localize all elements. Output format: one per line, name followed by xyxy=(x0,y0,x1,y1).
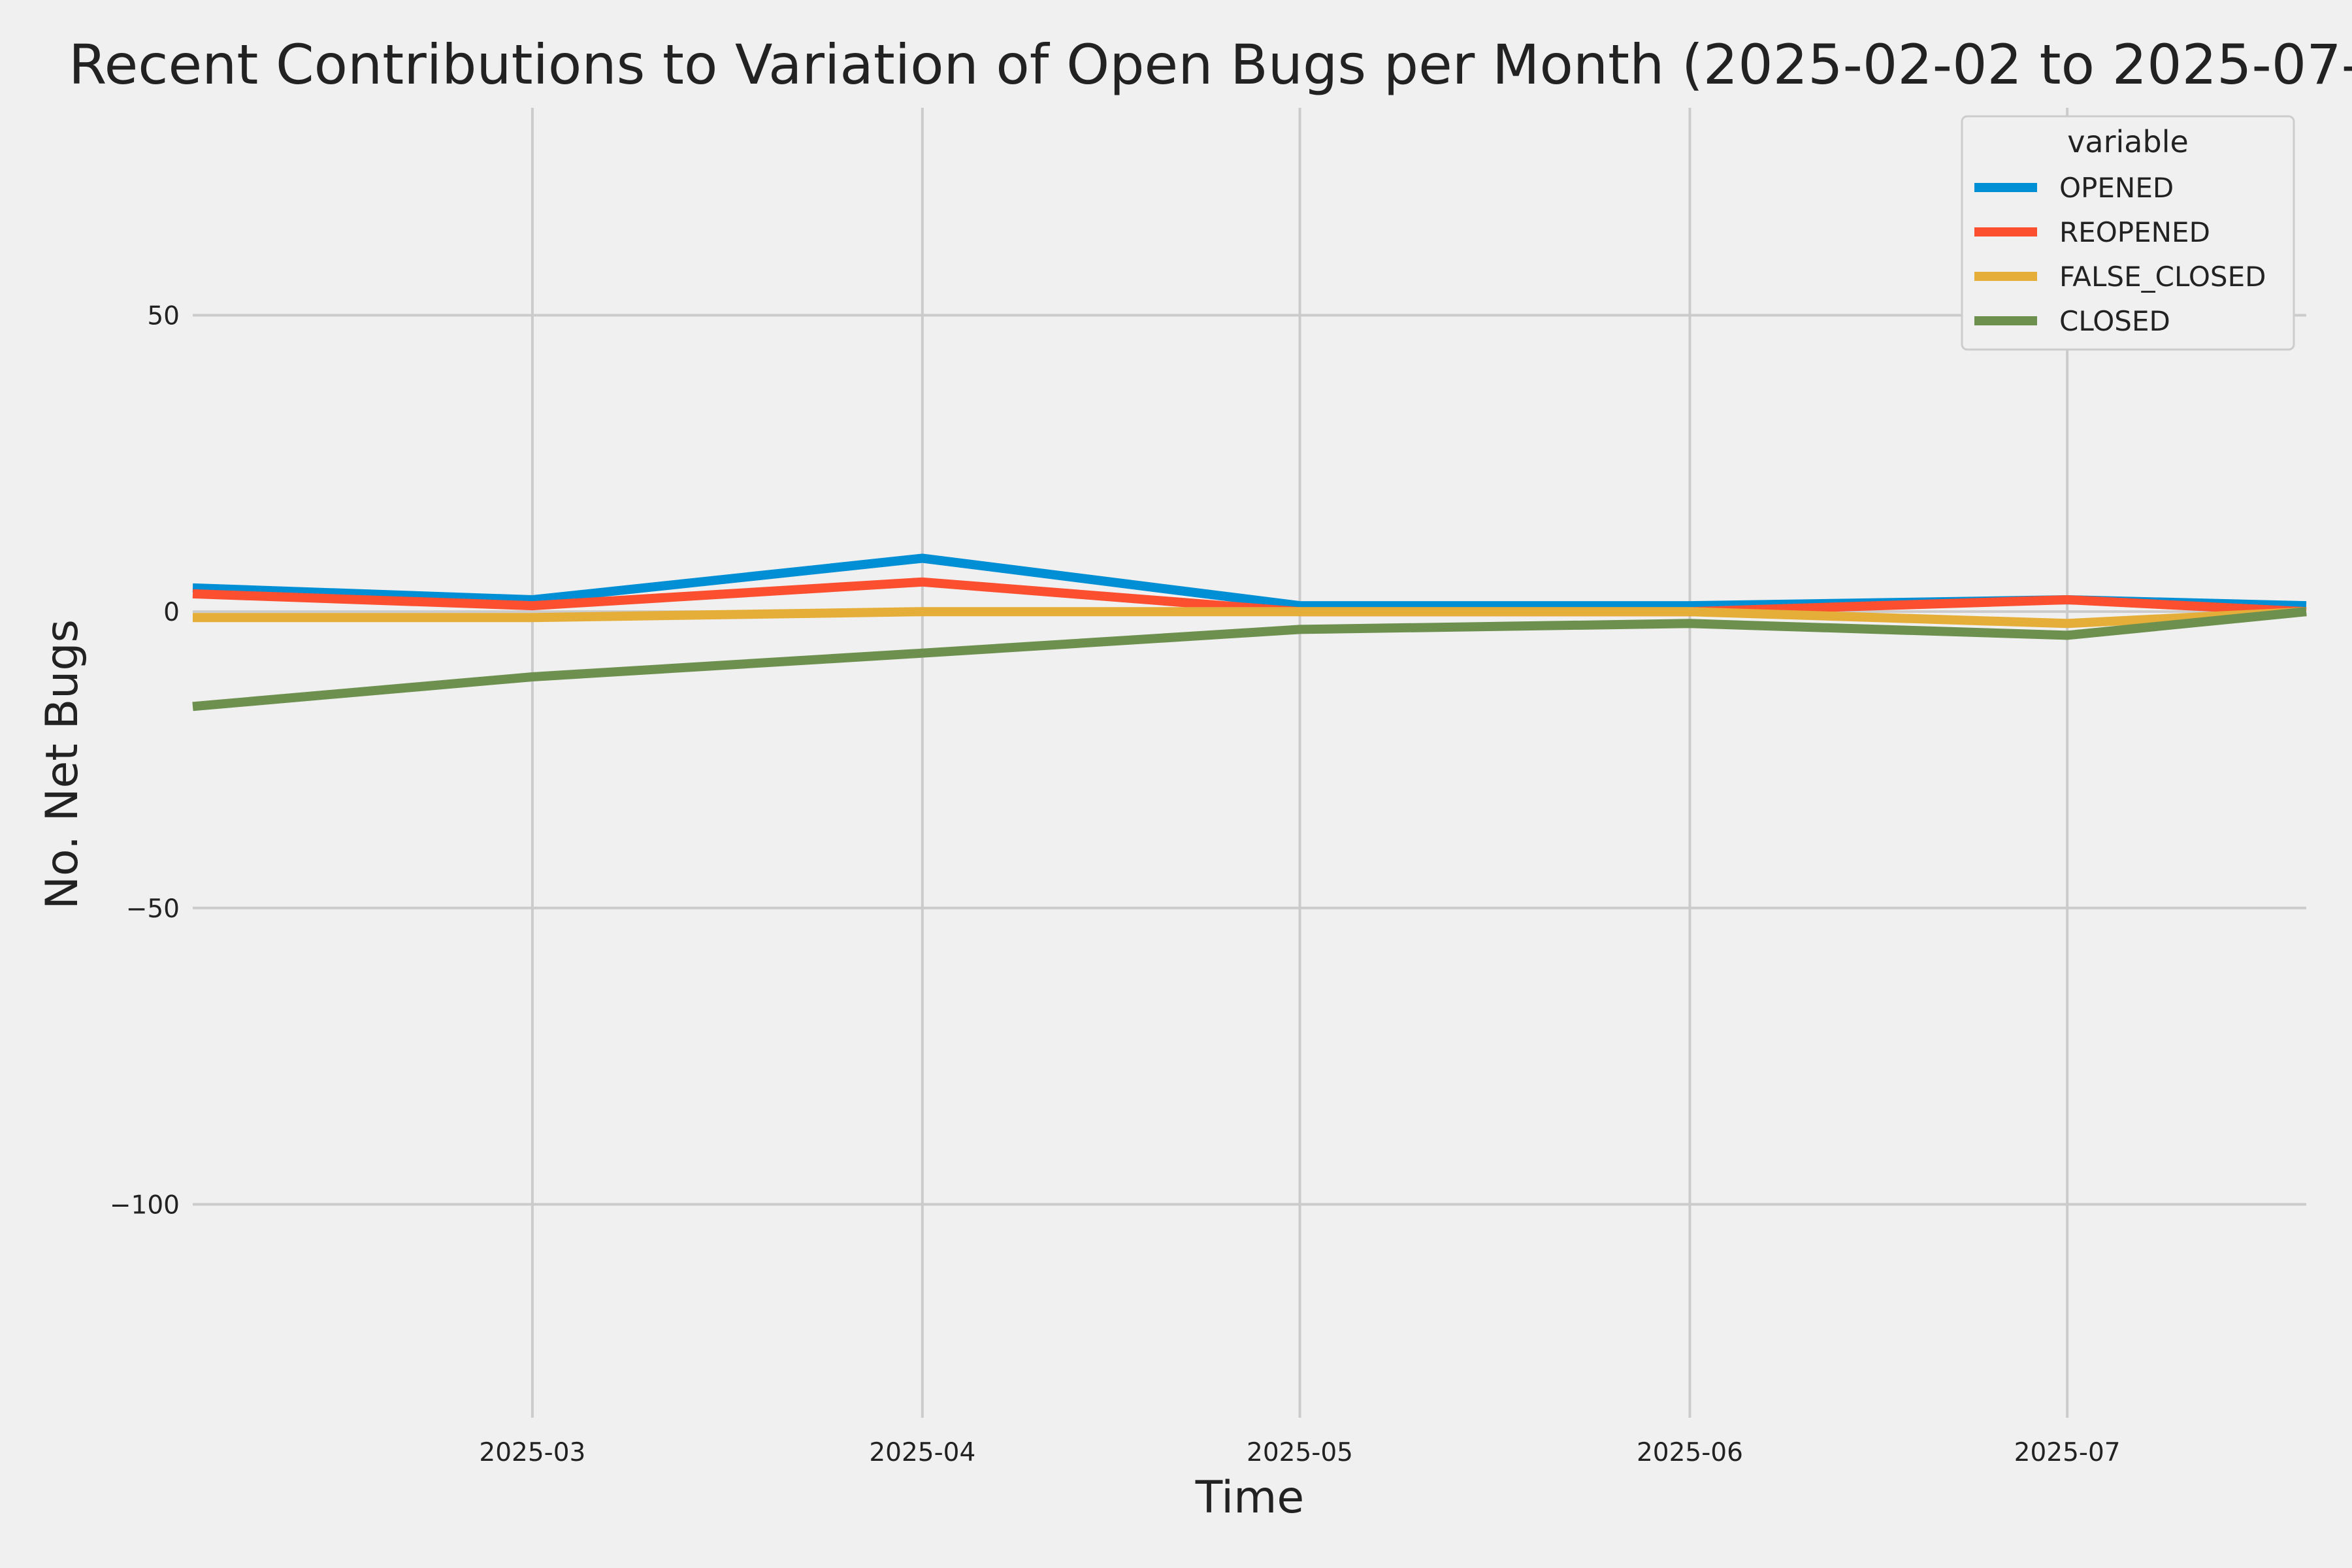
x-tick-label: 2025-05 xyxy=(1247,1438,1353,1467)
legend-box xyxy=(1961,115,2295,351)
x-tick-label: 2025-06 xyxy=(1637,1438,1743,1467)
legend: variable OPENED REOPENED FALSE_CLOSED CLOSE… xyxy=(1961,115,2295,351)
x-gridlines xyxy=(531,108,2069,1418)
x-tick-label: 2025-04 xyxy=(869,1438,975,1467)
y-axis-label: No. Net Bugs xyxy=(37,619,88,909)
x-tick-label: 2025-03 xyxy=(479,1438,585,1467)
y-tick-label: −100 xyxy=(110,1190,180,1220)
x-axis-label: Time xyxy=(1195,1472,1304,1524)
y-tick-labels: 50 0 −50 −100 xyxy=(110,302,180,1220)
series-line-false-closed xyxy=(193,607,2307,629)
legend-label-closed: CLOSED xyxy=(2059,305,2170,337)
y-gridlines xyxy=(193,314,2306,1206)
y-tick-label: 50 xyxy=(147,302,180,331)
x-tick-label: 2025-07 xyxy=(2014,1438,2121,1467)
chart-title: Recent Contributions to Variation of Ope… xyxy=(69,33,2352,97)
legend-label-false-closed: FALSE_CLOSED xyxy=(2059,261,2266,293)
x-tick-labels: 2025-03 2025-04 2025-05 2025-06 2025-07 xyxy=(479,1438,2120,1467)
series-line-closed xyxy=(192,607,2307,711)
legend-items: OPENED REOPENED FALSE_CLOSED CLOSED xyxy=(1974,172,2266,337)
series-lines xyxy=(192,553,2307,711)
legend-label-reopened: REOPENED xyxy=(2059,216,2210,248)
legend-label-opened: OPENED xyxy=(2059,172,2174,204)
y-tick-label: −50 xyxy=(126,894,180,924)
legend-title: variable xyxy=(2067,124,2189,159)
y-tick-label: 0 xyxy=(163,598,180,627)
